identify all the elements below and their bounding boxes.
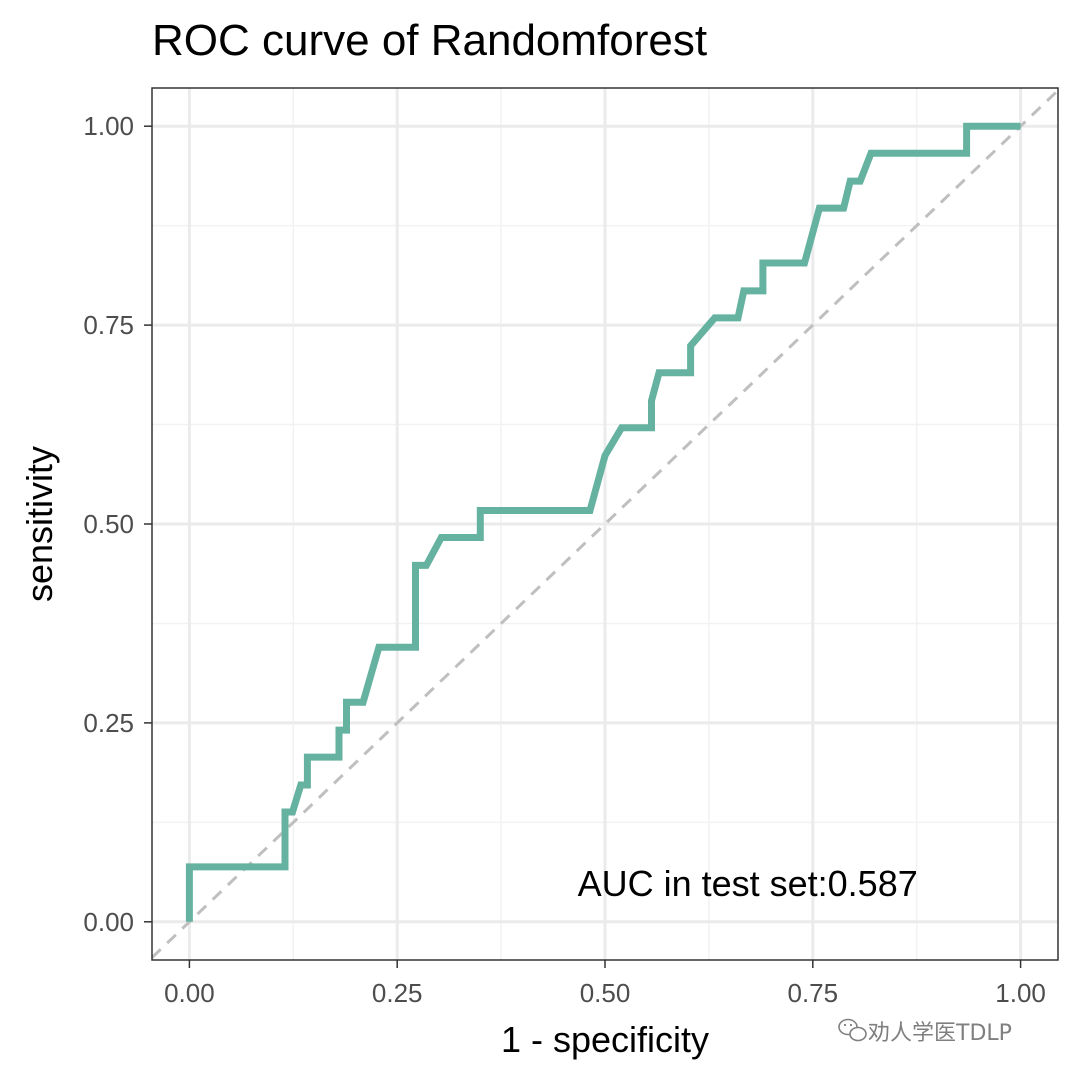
grid: [152, 88, 1058, 960]
watermark: 劝人学医TDLP: [838, 1018, 1012, 1046]
y-axis: 0.00 0.25 0.50 0.75 1.00: [83, 111, 152, 937]
y-tick-label: 0.00: [83, 907, 134, 937]
y-axis-title: sensitivity: [19, 446, 60, 602]
wechat-icon: [838, 1018, 867, 1042]
x-tick-label: 0.25: [372, 978, 423, 1008]
y-tick-label: 0.50: [83, 509, 134, 539]
watermark-text: 劝人学医TDLP: [868, 1021, 1012, 1046]
series-layer: [150, 89, 1060, 959]
y-tick-label: 1.00: [83, 111, 134, 141]
x-tick-label: 1.00: [995, 978, 1046, 1008]
auc-annotation: AUC in test set:0.587: [578, 863, 918, 904]
y-tick-label: 0.25: [83, 708, 134, 738]
x-tick-label: 0.50: [580, 978, 631, 1008]
roc-curve-line: [185, 122, 1021, 922]
x-axis-title: 1 - specificity: [501, 1019, 709, 1060]
x-tick-label: 0.00: [164, 978, 215, 1008]
chart-title: ROC curve of Randomforest: [152, 16, 707, 65]
y-tick-label: 0.75: [83, 310, 134, 340]
x-tick-label: 0.75: [787, 978, 838, 1008]
x-axis: 0.00 0.25 0.50 0.75 1.00: [164, 960, 1046, 1008]
